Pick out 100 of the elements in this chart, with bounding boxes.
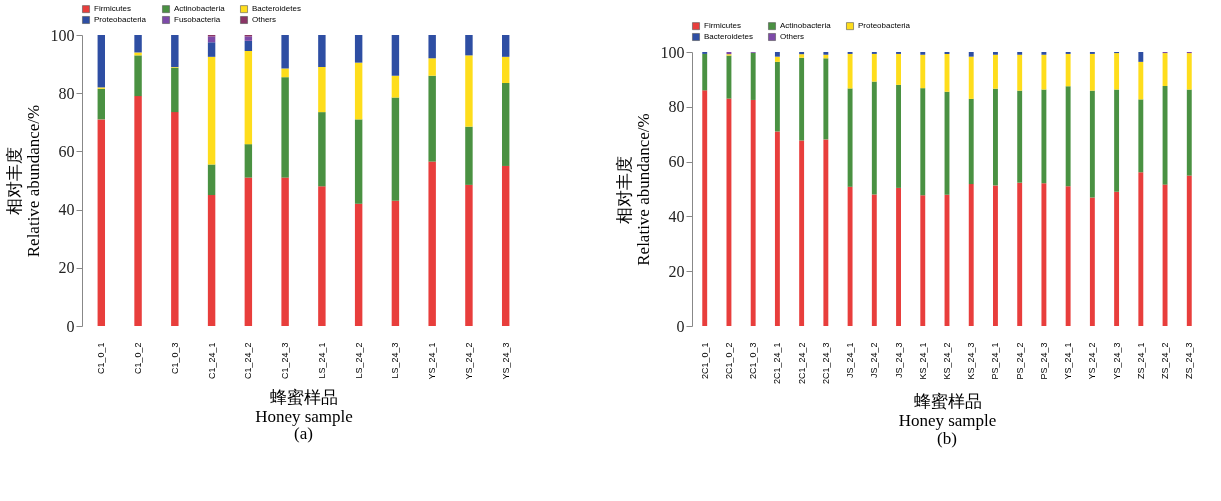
bar <box>847 53 853 89</box>
x-tick-label: C1_0_1 <box>96 342 107 375</box>
bar <box>501 83 510 166</box>
legend-label: Proteobacteria <box>858 21 911 31</box>
y-tick-label: 100 <box>660 43 685 61</box>
bar <box>871 53 877 82</box>
bar <box>1162 85 1168 185</box>
x-axis-title: 蜂蜜样品 Honey sample <box>255 387 353 426</box>
bar <box>134 52 142 56</box>
bar <box>207 36 216 43</box>
bar <box>993 52 998 55</box>
bar <box>391 35 400 76</box>
bar <box>823 139 829 326</box>
x-tick-label: JS_24_1 <box>845 342 856 379</box>
bar <box>726 98 732 326</box>
legend-label: Firmicutes <box>94 4 131 14</box>
bar <box>97 119 106 326</box>
bar <box>774 61 780 132</box>
bar <box>774 52 780 57</box>
x-tick-label: PS_24_2 <box>1014 342 1025 380</box>
bar <box>207 56 216 165</box>
x-tick-label: YS_24_2 <box>463 342 474 380</box>
bar <box>847 88 853 187</box>
x-tick-label: PS_24_1 <box>990 342 1001 380</box>
bar <box>1138 172 1144 326</box>
bar <box>823 58 829 140</box>
bar <box>391 200 400 326</box>
bar <box>799 57 805 141</box>
bar <box>896 187 901 326</box>
bar <box>97 88 106 120</box>
bar <box>1162 53 1168 86</box>
bar <box>354 203 363 326</box>
legend-label: Bacteroidetes <box>704 32 753 41</box>
bar <box>281 177 289 326</box>
legend-label: Firmicutes <box>704 21 741 31</box>
x-tick-label: 2C1_0_3 <box>748 342 759 380</box>
x-tick-label: 2C1_24_1 <box>772 342 783 385</box>
y-tick-label: 80 <box>58 84 75 102</box>
bar <box>1114 89 1120 192</box>
bar <box>847 186 853 326</box>
bar <box>428 75 436 162</box>
bar <box>1017 90 1023 183</box>
bar <box>207 164 216 196</box>
bar <box>920 52 926 55</box>
bar <box>799 140 805 326</box>
bar <box>920 54 926 89</box>
bar <box>774 131 780 326</box>
bar <box>750 99 756 326</box>
y-tick-label: 20 <box>58 259 75 277</box>
bar <box>354 119 363 204</box>
bar <box>318 186 326 326</box>
bar <box>428 35 436 59</box>
bar <box>1186 89 1192 176</box>
x-tick-label: LS_24_3 <box>390 342 401 379</box>
bar <box>391 97 400 201</box>
bar <box>465 55 473 127</box>
y-tick-label: 20 <box>668 262 685 280</box>
bar <box>896 84 901 188</box>
x-tick-label: YS_24_1 <box>1063 342 1074 380</box>
bar <box>1017 182 1023 326</box>
bar <box>318 67 326 113</box>
legend-label: Bacteroidetes <box>252 4 301 14</box>
bar <box>244 144 253 178</box>
bar <box>465 35 473 56</box>
y-axis-title: 相对丰度 Relative abundance/% <box>4 104 43 258</box>
bar <box>1065 86 1071 187</box>
x-tick-label: ZS_24_3 <box>1184 342 1195 380</box>
bar <box>354 35 363 63</box>
bar <box>1089 90 1095 198</box>
bar <box>134 35 142 53</box>
bar <box>993 88 998 186</box>
bar <box>134 96 142 326</box>
bar <box>1186 53 1192 90</box>
bar <box>1089 197 1095 326</box>
bar <box>354 62 363 120</box>
bar <box>97 35 106 88</box>
bar <box>318 112 326 187</box>
bar <box>993 185 998 326</box>
bar <box>726 55 732 99</box>
x-tick-label: YS_24_3 <box>1111 342 1122 380</box>
bar <box>281 35 289 69</box>
bar <box>1065 53 1071 87</box>
bar <box>1041 183 1047 326</box>
bar <box>171 35 179 68</box>
x-tick-label: KS_24_1 <box>917 342 928 380</box>
bar <box>171 67 179 113</box>
y-tick-label: 0 <box>676 317 685 335</box>
text: (a) <box>294 424 313 444</box>
bar <box>1186 175 1192 326</box>
bar <box>750 52 756 100</box>
bar <box>281 68 289 78</box>
bar <box>1089 53 1095 91</box>
bar <box>871 194 877 326</box>
bar <box>244 36 253 41</box>
bar <box>501 35 510 57</box>
bar <box>871 81 877 195</box>
bar <box>465 126 473 185</box>
y-tick-label: 60 <box>668 153 685 171</box>
bar <box>134 55 142 97</box>
bar <box>1138 99 1144 173</box>
